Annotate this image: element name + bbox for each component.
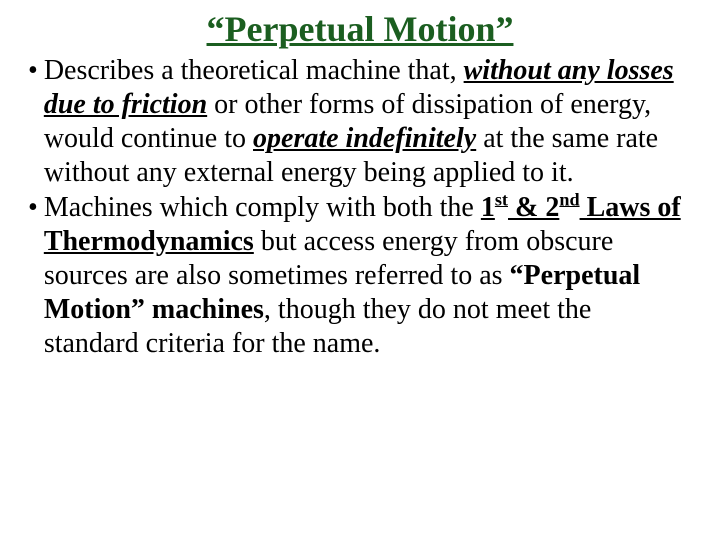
text-run: & 2 xyxy=(508,192,559,223)
bullet-item: •Machines which comply with both the 1st… xyxy=(28,191,692,362)
text-run: 1 xyxy=(481,192,495,223)
slide-container: “Perpetual Motion” •Describes a theoreti… xyxy=(0,0,720,381)
text-run: nd xyxy=(559,189,579,209)
bullet-marker: • xyxy=(28,191,44,225)
text-run: operate indefinitely xyxy=(253,123,476,154)
bullet-text: Describes a theoretical machine that, wi… xyxy=(44,54,692,191)
text-run: Machines which comply with both the xyxy=(44,192,481,223)
bullet-marker: • xyxy=(28,54,44,88)
text-run: st xyxy=(495,189,508,209)
bullet-text: Machines which comply with both the 1st … xyxy=(44,191,692,362)
text-run: Describes a theoretical machine that, xyxy=(44,55,464,86)
slide-title: “Perpetual Motion” xyxy=(28,8,692,50)
bullet-list: •Describes a theoretical machine that, w… xyxy=(28,54,692,361)
bullet-item: •Describes a theoretical machine that, w… xyxy=(28,54,692,191)
